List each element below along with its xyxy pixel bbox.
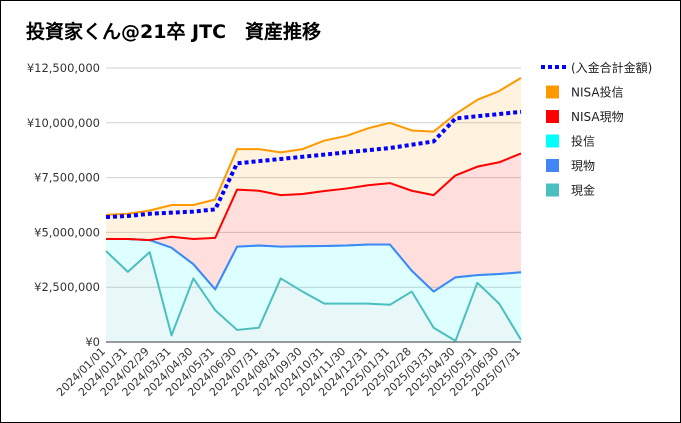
y-tick-label: ¥10,000,000 [27, 116, 100, 130]
legend-label: NISA投信 [571, 85, 624, 100]
chart-title: 投資家くん@21卒 JTC 資産推移 [26, 21, 322, 43]
legend-label: 現物 [571, 159, 595, 173]
legend-label: NISA現物 [571, 110, 624, 124]
legend-label: 投信 [571, 134, 595, 149]
series-2-line [106, 237, 522, 293]
y-tick-label: ¥7,500,000 [34, 171, 100, 185]
legend-swatch [546, 183, 559, 197]
legend-swatch [546, 85, 559, 99]
legend-swatch [546, 110, 559, 123]
y-axis-ticks: ¥0 ¥2,500,000 ¥5,000,000 ¥7,500,000 ¥10,000,… [27, 61, 100, 349]
series-4-area [106, 77, 521, 241]
y-tick-label: ¥5,000,000 [34, 225, 100, 239]
y-tick-label: ¥12,500,000 [27, 61, 100, 75]
series-0-area [106, 251, 521, 342]
stacked-areas [106, 77, 521, 342]
series-4-line [105, 77, 522, 216]
series-lines [105, 77, 522, 342]
legend-label: 現金 [571, 183, 595, 198]
legend-swatch [546, 134, 559, 148]
x-axis-ticks: 2024/01/012024/01/312024/02/292024/03/31… [54, 345, 523, 399]
y-tick-label: ¥0 [85, 335, 100, 349]
series-3-line [106, 152, 522, 242]
series-3-area [106, 153, 521, 292]
legend-swatch [546, 159, 559, 172]
y-tick-label: ¥2,500,000 [34, 280, 100, 294]
series-0-line [105, 250, 522, 342]
series-1-area [106, 238, 521, 341]
legend-label: (入金合計金額) [571, 60, 652, 75]
